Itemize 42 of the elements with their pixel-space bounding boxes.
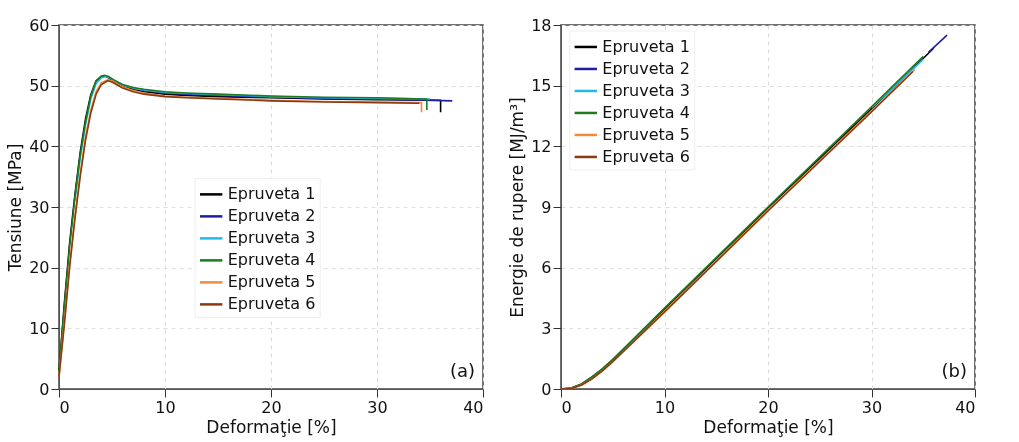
y-tick-label: 10	[29, 318, 50, 338]
x-axis-title: Deformaţie [%]	[206, 416, 337, 437]
legend-label: Epruveta 3	[602, 80, 690, 100]
y-axis-title: Tensiune [MPa]	[5, 143, 26, 273]
legend-label: Epruveta 5	[227, 272, 316, 292]
legend-label: Epruveta 2	[227, 206, 316, 226]
x-tick-label: 30	[367, 397, 388, 417]
y-tick-label: 20	[29, 258, 50, 278]
y-tick-label: 9	[541, 197, 552, 217]
x-tick-label: 20	[261, 397, 282, 417]
y-axis-title: Energie de rupere [MJ/m³]	[507, 97, 528, 318]
legend-label: Epruveta 5	[602, 124, 690, 144]
x-axis-title: Deformaţie [%]	[703, 416, 834, 437]
legend-label: Epruveta 2	[602, 58, 690, 78]
legend-label: Epruveta 4	[227, 250, 316, 270]
y-tick-label: 15	[531, 76, 552, 96]
annotation: (a)	[449, 360, 475, 381]
x-tick-label: 20	[758, 397, 779, 417]
legend-label: Epruveta 1	[602, 36, 690, 56]
y-tick-label: 6	[541, 258, 552, 278]
y-tick-label: 50	[29, 76, 50, 96]
y-tick-label: 12	[531, 136, 552, 156]
x-tick-label: 0	[59, 397, 70, 417]
legend-label: Epruveta 4	[602, 102, 690, 122]
y-tick-label: 18	[531, 15, 552, 35]
annotation: (b)	[941, 360, 967, 381]
legend-label: Epruveta 3	[227, 228, 316, 248]
x-tick-label: 40	[955, 397, 976, 417]
y-tick-label: 60	[29, 15, 50, 35]
x-tick-label: 40	[463, 397, 484, 417]
legend-label: Epruveta 6	[227, 294, 316, 314]
y-tick-label: 40	[29, 136, 50, 156]
y-tick-label: 0	[541, 379, 552, 399]
legend-label: Epruveta 1	[227, 184, 316, 204]
x-tick-label: 0	[561, 397, 572, 417]
x-tick-label: 10	[654, 397, 676, 417]
y-tick-label: 0	[39, 379, 50, 399]
legend-label: Epruveta 6	[602, 146, 690, 166]
y-tick-label: 3	[541, 318, 552, 338]
x-tick-label: 30	[861, 397, 883, 417]
x-tick-label: 10	[155, 397, 176, 417]
y-tick-label: 30	[29, 197, 50, 217]
